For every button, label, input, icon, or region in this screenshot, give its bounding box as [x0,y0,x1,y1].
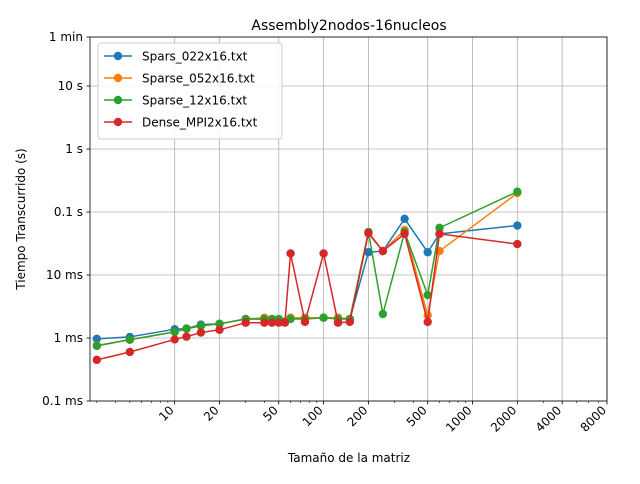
series-4-point [267,318,277,327]
series-4-point [196,328,206,337]
series-1-point [423,248,432,257]
series-3-point [423,290,432,300]
legend-label: Dense_MPI2x16.txt [142,116,258,130]
y-tick-label: 0.1 s [54,205,83,219]
series-4-point [286,249,295,258]
series-4-point [241,318,250,327]
series-4-point [435,229,444,239]
series-4-point [319,249,328,258]
series-4-point [274,318,283,327]
x-axis-label: Tamaño de la matriz [287,451,410,465]
legend-swatch-marker [113,95,123,105]
series-3-point [378,309,388,319]
series-4-point [400,229,409,239]
series-4-point [170,335,179,344]
series-1-point [400,214,409,224]
series-3-point [196,321,206,331]
series-3-point [435,223,444,233]
series-1-point [92,334,102,344]
series-4-point [364,229,373,238]
y-tick-label: 1 ms [54,331,83,345]
plot-area-frame [89,36,608,402]
series-4-point [92,355,102,365]
series-4-point [423,317,432,327]
series-4-point [280,318,290,327]
series-1-point [513,221,522,230]
legend-swatch-marker [113,117,123,127]
series-4-point [215,325,224,334]
legend: Spars_022x16.txt Sparse_052x16.txt Sparse_… [97,42,283,140]
legend-swatch-marker [113,51,123,61]
y-axis-ticks: 0.1 ms 1 ms 10 ms 0.1 s 1 s 10 s 1 min [42,30,90,408]
y-tick-label: 10 ms [46,268,83,282]
series-3-point [182,324,191,333]
series-4-point [333,318,343,327]
legend-label: Spars_022x16.txt [142,50,248,64]
y-tick-label: 1 min [49,30,83,44]
series-3-point [215,319,224,329]
series-3-point [319,313,328,322]
series-4-point [378,246,388,256]
series-4-point [300,317,310,327]
series-4-point [260,318,269,327]
series-3-point [170,327,179,337]
series-3-point [92,341,102,351]
series-4-point [513,239,522,249]
series-4-point [125,347,135,357]
series-3-point [125,335,135,344]
series-4-point [182,332,191,341]
series-layer [92,187,522,365]
legend-label: Sparse_052x16.txt [142,72,255,86]
y-tick-label: 10 s [58,79,83,93]
series-1-point [364,248,373,257]
legend-box [97,42,283,140]
chart-title: Assembly2nodos-16nucleos [251,18,446,34]
series-3-point [513,187,522,196]
y-tick-label: 1 s [65,142,83,156]
y-tick-label: 0.1 ms [42,394,83,408]
legend-label: Sparse_12x16.txt [142,94,247,108]
legend-swatch-marker [113,73,123,83]
y-axis-label: Tiempo Transcurrido (s) [14,148,28,290]
series-line-4 [96,232,518,361]
series-4-point [345,317,355,327]
